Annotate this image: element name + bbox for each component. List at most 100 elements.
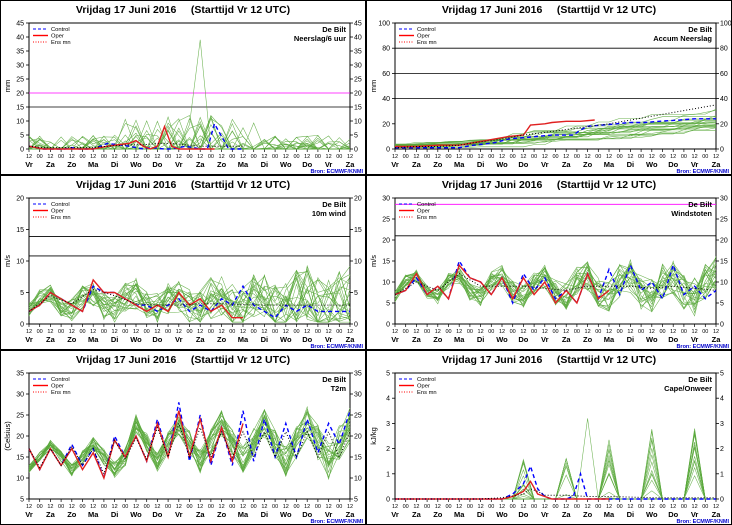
x-tick-label: 12: [347, 329, 353, 335]
day-label: Di: [477, 510, 485, 519]
day-label: Do: [302, 335, 312, 344]
chart-panel-4: Vrijdag 17 Juni 2016 (Starttijd Vr 12 UT…: [0, 350, 366, 525]
day-label: Ma: [238, 160, 249, 169]
ensemble-member-line: [28, 264, 350, 323]
ensemble-member-line: [395, 124, 717, 147]
y-tick-label: 0: [720, 497, 724, 504]
day-label: Za: [712, 510, 722, 519]
variable-label: Windstoten: [671, 209, 712, 218]
y-tick-label: 35: [16, 49, 24, 56]
day-label: Wo: [280, 160, 292, 169]
day-label: Zo: [433, 160, 443, 169]
x-tick-label: 12: [261, 504, 267, 510]
y-tick-label: 0: [20, 147, 24, 154]
y-tick-label: 20: [382, 238, 390, 245]
y-tick-label: 20: [16, 91, 24, 98]
day-label: Za: [712, 160, 722, 169]
x-tick-label: 12: [606, 154, 612, 160]
day-label: Za: [46, 335, 56, 344]
y-tick-label: 45: [16, 21, 24, 28]
day-label: Vr: [175, 335, 183, 344]
day-label: Wo: [496, 160, 508, 169]
x-tick-label: 00: [681, 329, 687, 335]
x-tick-label: 12: [456, 154, 462, 160]
legend-label: Oper: [51, 209, 64, 215]
day-label: Za: [46, 160, 56, 169]
x-tick-label: 12: [627, 329, 633, 335]
y-tick-label: 5: [20, 290, 24, 297]
day-label: Za: [346, 160, 356, 169]
x-tick-label: 12: [304, 504, 310, 510]
x-tick-label: 00: [702, 154, 708, 160]
x-tick-label: 00: [37, 154, 43, 160]
y-tick-label: 0: [354, 322, 358, 329]
x-tick-label: 12: [176, 154, 182, 160]
day-label: Za: [562, 510, 572, 519]
y-tick-label: 5: [20, 497, 24, 504]
y-tick-label: 35: [354, 371, 362, 378]
y-tick-label: 10: [354, 259, 362, 266]
chart-svg: 5 5 10 10 15 15 20 20 25 25 30 30 35 35 (Celsius) 12 00 1…: [3, 371, 363, 525]
x-tick-label: 12: [197, 329, 203, 335]
x-tick-label: 12: [542, 329, 548, 335]
x-tick-label: 00: [315, 329, 321, 335]
y-tick-label: 5: [386, 301, 390, 308]
station-label: De Bilt: [322, 375, 346, 384]
x-tick-label: 12: [627, 504, 633, 510]
y-tick-label: 15: [16, 455, 24, 462]
x-tick-label: 12: [585, 329, 591, 335]
source-label: Bron: ECMWF/KNMI: [676, 169, 729, 175]
ensemble-member-line: [28, 266, 351, 324]
x-tick-label: 12: [692, 329, 698, 335]
x-tick-label: 12: [283, 329, 289, 335]
x-tick-label: 12: [542, 504, 548, 510]
day-label: Vr: [691, 335, 699, 344]
day-label: Vr: [541, 335, 549, 344]
x-tick-label: 12: [520, 329, 526, 335]
y-tick-label: 45: [354, 21, 362, 28]
day-label: Zo: [433, 510, 443, 519]
x-tick-label: 12: [69, 154, 75, 160]
y-tick-label: 5: [354, 290, 358, 297]
x-tick-label: 00: [531, 329, 537, 335]
legend-label: Control: [51, 377, 70, 383]
x-tick-label: 12: [435, 154, 441, 160]
y-tick-label: 35: [354, 49, 362, 56]
x-tick-label: 12: [563, 154, 569, 160]
chart-title: Vrijdag 17 Juni 2016 (Starttijd Vr 12 UT…: [75, 4, 291, 16]
x-tick-label: 12: [219, 329, 225, 335]
x-tick-label: 00: [251, 504, 257, 510]
y-tick-label: 35: [16, 371, 24, 378]
x-tick-label: 12: [670, 329, 676, 335]
x-tick-label: 12: [304, 154, 310, 160]
ensemble-member-line: [394, 258, 717, 308]
x-tick-label: 12: [499, 329, 505, 335]
x-tick-label: 00: [552, 329, 558, 335]
chart-title: Vrijdag 17 Juni 2016 (Starttijd Vr 12 UT…: [441, 354, 657, 366]
x-tick-label: 00: [445, 504, 451, 510]
x-tick-label: 00: [531, 154, 537, 160]
x-tick-label: 12: [112, 154, 118, 160]
ensemble-member-line: [394, 122, 717, 146]
ensemble-member-line: [28, 405, 351, 474]
x-tick-label: 00: [702, 329, 708, 335]
chart-title: Vrijdag 17 Juni 2016 (Starttijd Vr 12 UT…: [441, 179, 657, 191]
day-label: Vr: [175, 160, 183, 169]
source-label: Bron: ECMWF/KNMI: [310, 169, 363, 175]
x-tick-label: 12: [713, 329, 719, 335]
y-tick-label: 40: [720, 96, 728, 103]
plot-area: [28, 22, 351, 150]
y-tick-label: 1: [720, 471, 724, 478]
day-label: Zo: [217, 510, 227, 519]
x-tick-label: 00: [101, 329, 107, 335]
y-tick-label: 10: [354, 119, 362, 126]
x-tick-label: 00: [293, 329, 299, 335]
day-label: Za: [196, 335, 206, 344]
x-tick-label: 00: [101, 154, 107, 160]
y-tick-label: 30: [16, 392, 24, 399]
day-label: Za: [562, 160, 572, 169]
day-label: Do: [518, 160, 528, 169]
y-tick-label: 0: [386, 147, 390, 154]
x-tick-label: 12: [585, 504, 591, 510]
source-label: Bron: ECMWF/KNMI: [310, 519, 363, 525]
